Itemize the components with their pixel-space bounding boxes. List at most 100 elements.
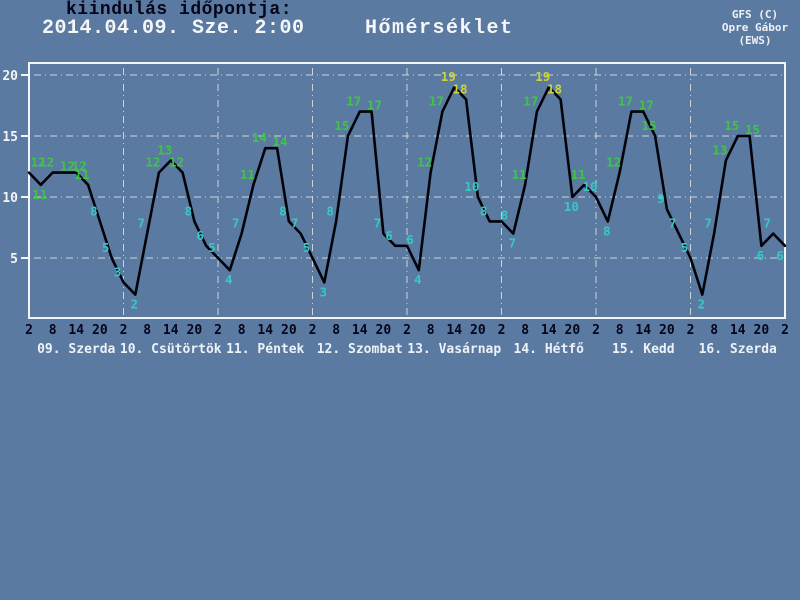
data-label: 19 [535, 69, 550, 84]
run-start-label: kiindulás időpontja: [66, 0, 293, 20]
data-label: 8 [501, 207, 509, 222]
hour-label: 2 [403, 323, 411, 338]
hour-label: 14 [257, 323, 273, 338]
data-label: 15 [724, 118, 739, 133]
data-label: 12 [145, 155, 160, 170]
data-label: 12 [60, 159, 75, 174]
data-label: 17 [618, 94, 633, 109]
hour-label: 20 [187, 323, 203, 338]
hour-label: 20 [376, 323, 392, 338]
data-label: 11 [75, 167, 90, 182]
data-label: 17 [367, 98, 382, 113]
data-label: 15 [745, 122, 760, 137]
hour-label: 20 [281, 323, 297, 338]
data-label: 5 [303, 240, 311, 255]
data-label: 18 [547, 81, 562, 96]
data-label: 14 [273, 134, 288, 149]
hour-label: 20 [470, 323, 486, 338]
hour-label: 2 [498, 323, 506, 338]
day-label: 15. Kedd [612, 342, 675, 357]
day-label: 09. Szerda [37, 342, 115, 357]
plot-frame [28, 62, 786, 319]
data-label: 7 [137, 216, 145, 231]
data-label: 11 [512, 167, 527, 182]
data-label: 7 [509, 236, 517, 251]
hour-label: 2 [687, 323, 695, 338]
hour-label: 8 [332, 323, 340, 338]
data-label: 15 [642, 118, 657, 133]
data-label: 13 [712, 142, 727, 157]
hour-label: 14 [635, 323, 651, 338]
data-label: 7 [704, 216, 712, 231]
data-label: 7 [291, 216, 299, 231]
y-tick-label: 20 [2, 69, 18, 84]
chart-title: Hőmérséklet [365, 17, 514, 40]
hour-label: 14 [541, 323, 557, 338]
day-label: 12. Szombat [317, 342, 403, 357]
data-label: 6 [196, 228, 204, 243]
data-label: 11 [571, 167, 586, 182]
y-tick-label: 5 [10, 252, 18, 267]
hour-label: 14 [352, 323, 368, 338]
data-label: 6 [385, 228, 393, 243]
y-tick-label: 15 [2, 130, 18, 145]
data-label: 6 [757, 248, 765, 263]
hour-label: 14 [163, 323, 179, 338]
data-label: 12 [39, 155, 54, 170]
hour-label: 8 [238, 323, 246, 338]
data-label: 4 [225, 272, 233, 287]
hour-label: 20 [754, 323, 770, 338]
hour-label: 2 [781, 323, 789, 338]
data-label: 8 [279, 203, 287, 218]
credit-block: GFS (C) Opre Gábor (EWS) [700, 8, 800, 47]
day-label: 10. Csütörtök [120, 342, 222, 357]
data-label: 15 [334, 118, 349, 133]
hour-label: 8 [616, 323, 624, 338]
data-label: 7 [669, 216, 677, 231]
hour-label: 14 [730, 323, 746, 338]
data-label: 7 [232, 216, 240, 231]
data-label: 17 [429, 94, 444, 109]
data-label: 13 [157, 142, 172, 157]
hour-label: 20 [659, 323, 675, 338]
hour-label: 14 [446, 323, 462, 338]
day-label: 13. Vasárnap [407, 342, 501, 357]
data-label: 11 [32, 187, 47, 202]
y-tick-label: 10 [2, 191, 18, 206]
data-label: 8 [480, 203, 488, 218]
data-label: 2 [131, 297, 139, 312]
data-label: 4 [414, 272, 422, 287]
data-label: 18 [453, 81, 468, 96]
day-label: 11. Péntek [226, 342, 304, 357]
temperature-curve [27, 85, 787, 296]
data-label: 10 [464, 179, 479, 194]
data-label: 5 [681, 240, 689, 255]
data-label: 19 [441, 69, 456, 84]
data-label: 8 [90, 203, 98, 218]
data-label: 17 [346, 94, 361, 109]
data-label: 10 [582, 179, 597, 194]
hour-label: 20 [92, 323, 108, 338]
data-label: 3 [320, 284, 328, 299]
hour-label: 8 [427, 323, 435, 338]
hour-label: 8 [49, 323, 57, 338]
hour-label: 14 [68, 323, 84, 338]
hour-label: 8 [521, 323, 529, 338]
data-label: 14 [252, 130, 267, 145]
data-label: 9 [657, 191, 665, 206]
data-label: 7 [374, 216, 382, 231]
data-label: 8 [326, 203, 334, 218]
data-label: 6 [406, 232, 414, 247]
data-label: 6 [776, 248, 784, 263]
hour-label: 8 [143, 323, 151, 338]
data-label: 12 [169, 155, 184, 170]
data-label: 12 [417, 155, 432, 170]
credit-model: GFS (C) [731, 8, 779, 21]
data-label: 5 [208, 240, 216, 255]
data-label: 12 [606, 155, 621, 170]
hour-label: 2 [592, 323, 600, 338]
hour-label: 2 [214, 323, 222, 338]
day-label: 16. Szerda [699, 342, 777, 357]
credit-org: (EWS) [738, 34, 772, 47]
